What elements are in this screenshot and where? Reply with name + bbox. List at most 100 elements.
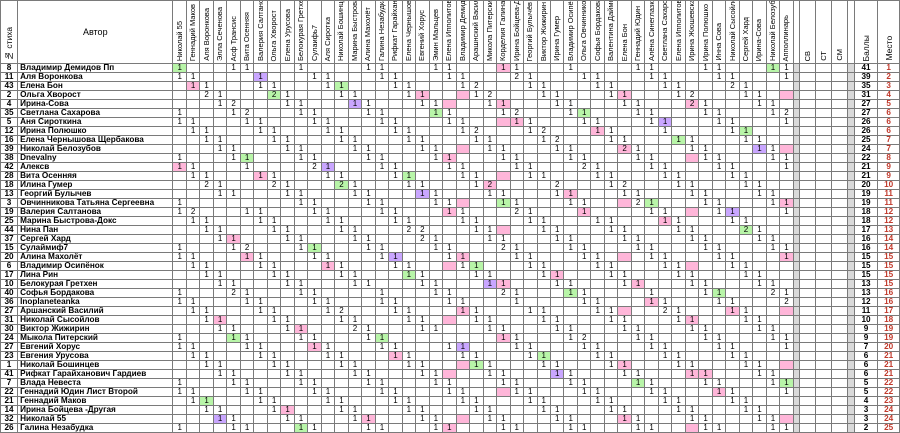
vote-cell [576,270,592,280]
vote-cell [185,378,201,388]
vote-cell [212,333,228,343]
vote-cell: 1 [617,414,632,424]
vote-cell: 1 [239,162,255,172]
vote-cell [347,171,363,181]
vote-cell [320,99,336,109]
summary-cell [831,90,849,100]
vote-cell [212,387,228,397]
vote-cell [711,279,727,289]
vote-cell [388,180,403,190]
vote-cell [266,387,282,397]
vote-cell [617,396,632,406]
vote-cell [401,207,417,217]
vote-cell: 1 [482,405,498,415]
header-voter: Сергей Хард [738,0,754,64]
vote-cell [765,180,781,190]
vote-cell [725,279,740,289]
vote-cell [347,72,363,82]
vote-cell [684,243,700,253]
vote-cell [199,288,214,298]
vote-cell: 1 [590,261,605,271]
vote-cell [172,261,187,271]
vote-cell: 1 [522,81,538,91]
vote-cell [266,72,282,82]
vote-cell [576,225,592,235]
vote-cell: 1 [226,189,241,199]
vote-cell [374,234,390,244]
vote-cell: 1 [563,369,578,379]
vote-cell: 1 [185,81,201,91]
vote-cell: 1 [657,216,673,226]
vote-cell [226,342,241,352]
vote-cell [644,126,659,136]
vote-cell: 1 [239,207,255,217]
vote-cell: 1 [442,378,457,388]
vote-cell [212,297,228,307]
vote-cell [684,396,700,406]
vote-cell [765,297,781,307]
vote-cell [199,99,214,109]
vote-cell [212,243,228,253]
vote-cell [374,270,390,280]
vote-cell: 1 [226,423,241,433]
vote-cell: 1 [576,117,592,127]
vote-cell [752,198,767,208]
vote-cell: 2 [549,135,565,145]
vote-cell: 1 [401,261,417,271]
row-number: 23 [0,351,19,361]
vote-cell: 2 [185,207,201,217]
vote-cell [361,261,376,271]
header-voter-label: Элла Сеченова [216,7,225,61]
vote-cell [779,216,794,226]
vote-cell [563,405,578,415]
vote-cell [765,72,781,82]
vote-cell [671,99,686,109]
vote-cell [334,378,349,388]
vote-cell [307,369,322,379]
vote-cell [266,99,282,109]
vote-cell [401,99,417,109]
vote-cell [199,378,214,388]
vote-cell: 1 [603,405,619,415]
vote-cell [307,306,322,316]
summary-cell [799,270,817,280]
vote-cell [509,144,525,154]
vote-cell [280,108,295,118]
header-voter: Алёна Синеглазка [644,0,659,64]
vote-cell: 1 [603,351,619,361]
vote-cell: 1 [657,171,673,181]
vote-cell: 1 [388,81,403,91]
vote-cell [482,171,498,181]
row-score: 4 [853,396,879,406]
vote-cell [442,189,457,199]
row-number: 28 [0,171,19,181]
vote-cell [280,306,295,316]
vote-cell [442,333,457,343]
vote-cell [307,405,322,415]
row-number: 22 [0,387,19,397]
vote-cell: 1 [185,342,201,352]
summary-cell [799,378,817,388]
summary-cell [831,387,849,397]
vote-cell [388,189,403,199]
vote-cell: 1 [752,414,767,424]
summary-cell [831,144,849,154]
vote-cell: 1 [361,99,376,109]
header-voter: Эмин Мальцев [428,0,444,64]
vote-cell [442,306,457,316]
vote-cell [576,315,592,325]
vote-cell [725,405,740,415]
summary-cell [831,243,849,253]
vote-cell [657,63,673,73]
vote-cell: 2 [509,72,525,82]
row-score: 25 [853,135,879,145]
vote-cell [549,306,565,316]
vote-cell: 1 [266,396,282,406]
vote-cell: 1 [374,153,390,163]
summary-cell [831,234,849,244]
vote-cell: 1 [765,279,781,289]
vote-cell [266,324,282,334]
vote-cell: 1 [725,162,740,172]
vote-cell [428,342,444,352]
vote-cell [590,135,605,145]
